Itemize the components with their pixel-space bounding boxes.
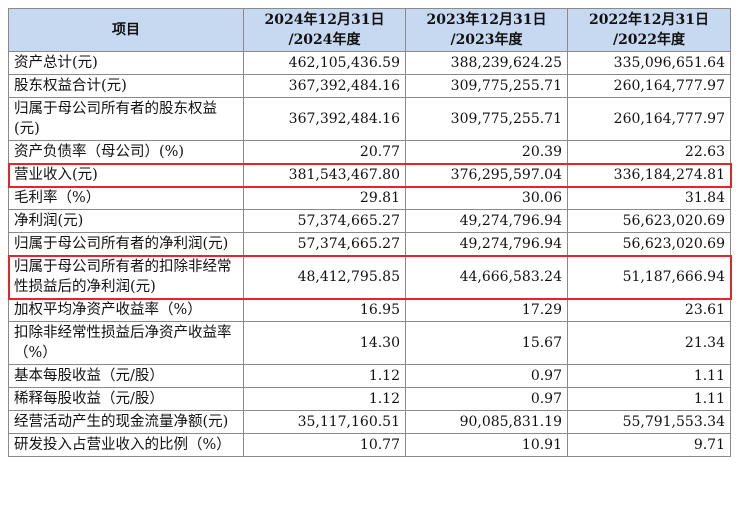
value-cell: 51,187,666.94 (567, 255, 731, 299)
table-row: 资产总计(元) 462,105,436.59 388,239,624.25 335,0… (8, 51, 731, 75)
value-cell: 49,274,796.94 (405, 232, 568, 256)
value-cell: 14.30 (243, 321, 406, 365)
label-cell: 股东权益合计(元) (8, 74, 244, 98)
value-cell: 49,274,796.94 (405, 209, 568, 233)
value-cell: 376,295,597.04 (405, 163, 568, 187)
value-cell: 22.63 (567, 140, 731, 164)
value-cell: 57,374,665.27 (243, 209, 406, 233)
header-cell: 2023年12月31日 /2023年度 (405, 8, 568, 52)
label-cell: 净利润(元) (8, 209, 244, 233)
label-cell: 归属于母公司所有者的净利润(元) (8, 232, 244, 256)
table-row: 股东权益合计(元) 367,392,484.16 309,775,255.71 260… (8, 74, 731, 98)
table-body: 资产总计(元) 462,105,436.59 388,239,624.25 335,0… (8, 51, 731, 457)
value-cell: 1.12 (243, 364, 406, 388)
label-cell: 稀释每股收益（元/股） (8, 387, 244, 411)
value-cell: 57,374,665.27 (243, 232, 406, 256)
value-cell: 381,543,467.80 (243, 163, 406, 187)
value-cell: 10.77 (243, 433, 406, 457)
table-row: 归属于母公司所有者的扣除非经常性损益后的净利润(元) 48,412,795.85 4… (8, 255, 731, 299)
label-cell: 扣除非经常性损益后净资产收益率（%） (8, 321, 244, 365)
value-cell: 1.12 (243, 387, 406, 411)
table-row: 稀释每股收益（元/股） 1.12 0.97 1.11 (8, 387, 731, 411)
value-cell: 31.84 (567, 186, 731, 210)
value-cell: 20.77 (243, 140, 406, 164)
value-cell: 10.91 (405, 433, 568, 457)
value-cell: 90,085,831.19 (405, 410, 568, 434)
table-row: 归属于母公司所有者的净利润(元) 57,374,665.27 49,274,796.… (8, 232, 731, 256)
label-cell: 加权平均净资产收益率（%） (8, 298, 244, 322)
value-cell: 23.61 (567, 298, 731, 322)
value-cell: 367,392,484.16 (243, 97, 406, 141)
value-cell: 55,791,553.34 (567, 410, 731, 434)
value-cell: 21.34 (567, 321, 731, 365)
table-row: 净利润(元) 57,374,665.27 49,274,796.94 56,623,0… (8, 209, 731, 233)
financial-table: 项目 2024年12月31日 /2024年度 2023年12月31日 /2023年度… (8, 8, 731, 457)
value-cell: 1.11 (567, 387, 731, 411)
value-cell: 388,239,624.25 (405, 51, 568, 75)
value-cell: 16.95 (243, 298, 406, 322)
value-cell: 9.71 (567, 433, 731, 457)
value-cell: 462,105,436.59 (243, 51, 406, 75)
value-cell: 0.97 (405, 364, 568, 388)
table-row: 资产负债率（母公司）(%) 20.77 20.39 22.63 (8, 140, 731, 164)
header-cell: 2024年12月31日 /2024年度 (243, 8, 406, 52)
label-cell: 研发投入占营业收入的比例（%） (8, 433, 244, 457)
value-cell: 56,623,020.69 (567, 209, 731, 233)
table-row: 加权平均净资产收益率（%） 16.95 17.29 23.61 (8, 298, 731, 322)
value-cell: 336,184,274.81 (567, 163, 731, 187)
value-cell: 0.97 (405, 387, 568, 411)
value-cell: 1.11 (567, 364, 731, 388)
label-cell: 营业收入(元) (8, 163, 244, 187)
label-cell: 资产负债率（母公司）(%) (8, 140, 244, 164)
label-cell: 毛利率（%） (8, 186, 244, 210)
value-cell: 35,117,160.51 (243, 410, 406, 434)
table-row: 基本每股收益（元/股） 1.12 0.97 1.11 (8, 364, 731, 388)
table-row: 营业收入(元) 381,543,467.80 376,295,597.04 336,1… (8, 163, 731, 187)
value-cell: 29.81 (243, 186, 406, 210)
value-cell: 309,775,255.71 (405, 74, 568, 98)
label-cell: 资产总计(元) (8, 51, 244, 75)
label-cell: 基本每股收益（元/股） (8, 364, 244, 388)
value-cell: 56,623,020.69 (567, 232, 731, 256)
table-row: 扣除非经常性损益后净资产收益率（%） 14.30 15.67 21.34 (8, 321, 731, 365)
value-cell: 15.67 (405, 321, 568, 365)
label-cell: 归属于母公司所有者的股东权益(元) (8, 97, 244, 141)
value-cell: 44,666,583.24 (405, 255, 568, 299)
value-cell: 48,412,795.85 (243, 255, 406, 299)
label-cell: 归属于母公司所有者的扣除非经常性损益后的净利润(元) (8, 255, 244, 299)
table-row: 研发投入占营业收入的比例（%） 10.77 10.91 9.71 (8, 433, 731, 457)
label-cell: 经营活动产生的现金流量净额(元) (8, 410, 244, 434)
value-cell: 260,164,777.97 (567, 97, 731, 141)
header-row: 项目 2024年12月31日 /2024年度 2023年12月31日 /2023年度… (8, 8, 731, 52)
value-cell: 30.06 (405, 186, 568, 210)
header-cell: 2022年12月31日 /2022年度 (567, 8, 731, 52)
header-cell: 项目 (8, 8, 244, 52)
table-row: 经营活动产生的现金流量净额(元) 35,117,160.51 90,085,831.… (8, 410, 731, 434)
value-cell: 309,775,255.71 (405, 97, 568, 141)
table-row: 归属于母公司所有者的股东权益(元) 367,392,484.16 309,775,2… (8, 97, 731, 141)
value-cell: 20.39 (405, 140, 568, 164)
value-cell: 367,392,484.16 (243, 74, 406, 98)
value-cell: 17.29 (405, 298, 568, 322)
value-cell: 260,164,777.97 (567, 74, 731, 98)
table-row: 毛利率（%） 29.81 30.06 31.84 (8, 186, 731, 210)
value-cell: 335,096,651.64 (567, 51, 731, 75)
